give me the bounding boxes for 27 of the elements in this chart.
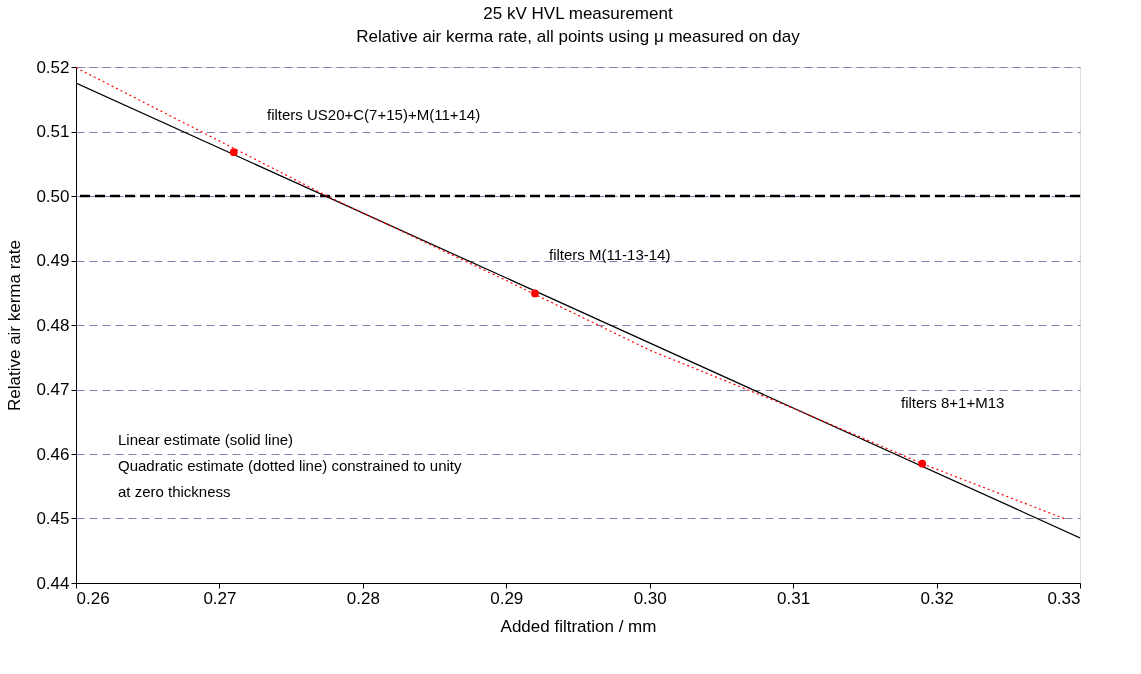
y-tick-label: 0.46	[36, 444, 70, 464]
y-axis-title: Relative air kerma rate	[5, 239, 25, 412]
y-tick-label: 0.51	[36, 122, 70, 141]
annotation: filters US20+C(7+15)+M(11+14)	[267, 106, 481, 123]
annotation: Quadratic estimate (dotted line) constrained to unity	[118, 457, 463, 474]
annotation: at zero thickness	[118, 483, 231, 500]
annotation: Linear estimate (solid line)	[118, 431, 294, 448]
y-tick-label: 0.48	[36, 315, 70, 335]
x-tick-label: 0.29	[490, 588, 524, 608]
annotation: filters 8+1+M13	[901, 394, 1005, 411]
x-tick-label: 0.26	[76, 588, 110, 608]
x-tick-label: 0.31	[777, 588, 811, 608]
y-tick-label: 0.49	[36, 251, 70, 270]
x-tick-label: 0.33	[1047, 588, 1081, 608]
y-tick-label: 0.47	[36, 380, 70, 399]
y-tick-label: 0.44	[36, 573, 70, 593]
y-tick-label: 0.50	[36, 186, 70, 206]
x-tick-label: 0.28	[346, 588, 380, 608]
x-axis-title: Added filtration / mm	[500, 616, 657, 636]
chart-subtitle: Relative air kerma rate, all points using μ measured on day	[356, 27, 801, 46]
y-tick-label: 0.45	[36, 509, 70, 528]
x-tick-label: 0.32	[920, 588, 954, 608]
x-tick-label: 0.30	[633, 588, 667, 608]
annotation: filters M(11-13-14)	[549, 246, 671, 263]
chart-title: 25 kV HVL measurement	[483, 4, 673, 23]
x-tick-label: 0.27	[203, 588, 237, 608]
y-tick-label: 0.52	[36, 57, 70, 77]
